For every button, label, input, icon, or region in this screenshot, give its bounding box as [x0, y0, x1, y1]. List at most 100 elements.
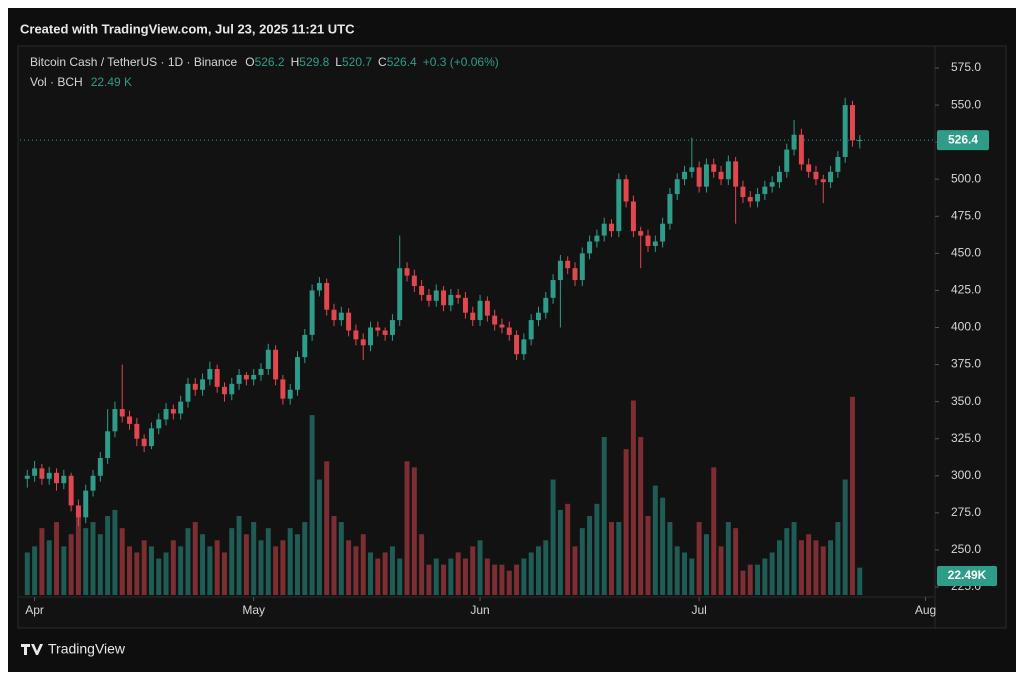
volume-bar — [521, 558, 527, 595]
volume-bar — [470, 546, 476, 595]
candle-body — [689, 167, 695, 172]
volume-bar — [32, 546, 38, 595]
volume-bar — [682, 552, 688, 595]
volume-title: Vol · BCH — [30, 75, 83, 89]
volume-bar — [572, 546, 578, 595]
y-tick-label: 300.0 — [951, 468, 981, 482]
candle-body — [535, 312, 541, 321]
volume-bar — [368, 552, 374, 595]
volume-bar — [309, 415, 315, 595]
volume-bar — [806, 534, 812, 595]
volume-bar — [842, 479, 848, 595]
x-tick-label: Aug — [915, 603, 936, 617]
volume-bar — [419, 534, 425, 595]
candle-body — [105, 431, 111, 458]
volume-bar — [835, 522, 841, 595]
candle-body — [90, 475, 96, 491]
volume-bar — [674, 546, 680, 595]
candle-body — [24, 475, 30, 479]
candle-body — [302, 334, 308, 358]
candle-body — [557, 260, 563, 281]
candle-body — [265, 349, 271, 370]
volume-bar — [207, 546, 213, 595]
volume-bar — [492, 564, 498, 595]
chart-title: Created with TradingView.com, Jul 23, 20… — [20, 21, 355, 36]
volume-bar — [514, 564, 520, 595]
volume-bar — [178, 546, 184, 595]
y-tick-label: 425.0 — [951, 283, 981, 297]
candle-body — [842, 105, 848, 157]
volume-bar — [601, 436, 607, 595]
volume-bar — [68, 534, 74, 595]
candle-body — [674, 179, 680, 195]
candle-body — [484, 300, 490, 316]
candle-body — [462, 297, 468, 313]
volume-bar — [696, 522, 702, 595]
volume-bar — [273, 546, 279, 595]
volume-bar — [24, 552, 30, 595]
volume-bar — [740, 570, 746, 595]
candle-body — [740, 186, 746, 198]
candle-body — [389, 320, 395, 335]
volume-bar — [528, 552, 534, 595]
candle-body — [477, 300, 483, 321]
candle-body — [587, 241, 593, 254]
candle-body — [506, 327, 512, 335]
volume-bar — [630, 400, 636, 595]
candle-body — [295, 357, 300, 390]
volume-bar — [535, 546, 541, 595]
volume-bar — [97, 534, 103, 595]
candle-body — [280, 379, 286, 399]
legend-key: H — [291, 55, 300, 69]
candle-body — [857, 140, 863, 142]
volume-bar — [762, 558, 768, 595]
candle-body — [594, 235, 600, 242]
candle-body — [849, 105, 855, 141]
volume-bar — [733, 528, 739, 595]
candle-body — [682, 171, 688, 180]
candle-body — [61, 475, 67, 484]
candle-body — [346, 312, 352, 331]
candle-body — [521, 339, 527, 355]
candle-body — [711, 164, 717, 172]
candle-body — [163, 409, 169, 420]
volume-bar — [652, 485, 658, 595]
volume-bar — [192, 522, 198, 595]
volume-bar — [711, 467, 717, 595]
volume-bar — [594, 503, 600, 595]
brand: TradingView — [21, 641, 126, 657]
candle-body — [368, 327, 374, 346]
candle-body — [338, 312, 344, 321]
candle-body — [755, 194, 761, 202]
volume-bar — [609, 522, 614, 595]
volume-bar — [397, 558, 403, 595]
candle-body — [273, 349, 279, 380]
candle-body — [806, 164, 812, 172]
volume-bar — [389, 546, 395, 595]
candle-body — [426, 294, 432, 301]
volume-bar — [689, 558, 695, 595]
x-tick-label: May — [242, 603, 265, 617]
volume-bar — [587, 515, 593, 595]
candle-body — [112, 409, 118, 432]
candle-body — [543, 297, 549, 313]
volume-axis-label: 22.49K — [948, 568, 987, 582]
volume-header-value: 22.49 K — [91, 75, 132, 89]
volume-bar — [360, 534, 366, 595]
candle-body — [331, 309, 337, 321]
volume-bar — [776, 540, 782, 595]
volume-bar — [75, 509, 81, 595]
legend-value: 529.8 — [299, 55, 329, 69]
candle-body — [229, 383, 235, 395]
volume-bar — [426, 564, 432, 595]
candle-body — [616, 179, 622, 232]
volume-bar — [857, 567, 863, 595]
candle-body — [68, 475, 74, 506]
volume-bar — [83, 528, 89, 595]
volume-bar — [755, 564, 761, 595]
candle-body — [725, 161, 731, 180]
candle-body — [784, 149, 790, 172]
candle-body — [776, 171, 782, 183]
volume-bar — [163, 552, 169, 595]
